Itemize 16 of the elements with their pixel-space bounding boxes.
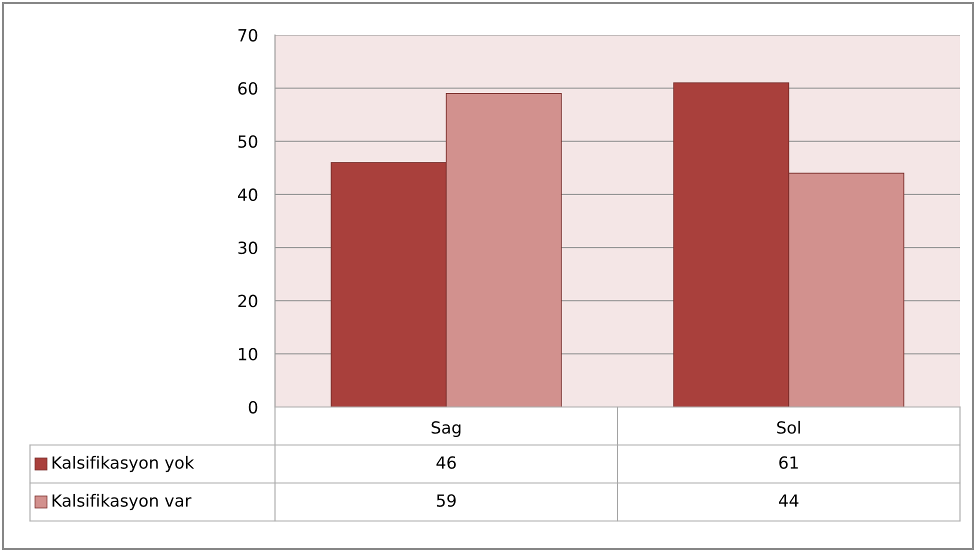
y-tick-label: 70 [238,28,258,42]
legend-label: Kalsifikasyon var [52,494,192,510]
y-tick-label: 60 [238,82,258,95]
data-label: 46 [436,456,456,469]
y-tick-label: 40 [238,188,258,201]
legend-label: Kalsifikasyon yok [52,456,194,472]
data-label: 61 [779,456,798,469]
x-tick-label: Sol [777,420,800,434]
y-tick-label: 50 [238,135,258,148]
data-label: 59 [436,494,456,507]
y-tick-label: 10 [238,348,258,360]
y-tick-label: 20 [238,294,258,308]
y-tick-label: 30 [238,242,258,254]
data-label: 44 [778,494,798,507]
x-tick-label: Sag [432,421,460,438]
y-tick-label: 0 [248,400,258,414]
